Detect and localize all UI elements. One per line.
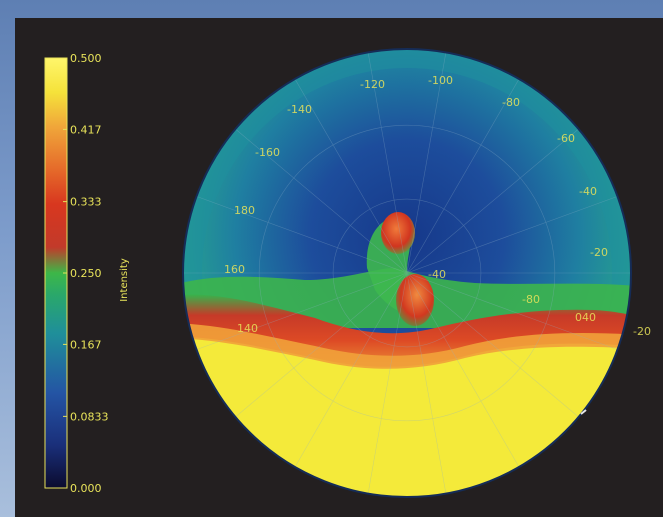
polar-grid-spoke — [196, 272, 408, 350]
polar-angle-label: -40 — [579, 185, 597, 198]
polar-grid-circle — [332, 198, 482, 348]
polar-angle-label: -80 — [522, 293, 540, 306]
colorbar-tick-label: 0.250 — [70, 267, 102, 280]
polar-grid-spoke — [406, 272, 579, 418]
polar-grid-spoke — [406, 78, 520, 274]
colorbar-tick-label: 0.0833 — [70, 410, 109, 423]
polar-heatmap-chart: 0.000 0.0833 0.167 0.250 0.333 0.417 0.500 Int… — [44, 48, 651, 498]
polar-grid-spoke — [406, 272, 520, 468]
colorbar-tick-label: 0.167 — [70, 338, 102, 351]
colorbar-ticks: 0.000 0.0833 0.167 0.250 0.333 0.417 0.500 — [63, 52, 109, 495]
colorbar: 0.000 0.0833 0.167 0.250 0.333 0.417 0.500 Int… — [44, 52, 130, 495]
polar-grid — [183, 52, 631, 494]
polar-angle-label: 040 — [575, 311, 596, 324]
polar-grid-spoke — [235, 128, 408, 274]
polar-grid-spoke — [406, 272, 447, 494]
colorbar-tick-label: 0.417 — [70, 123, 102, 136]
polar-grid-spoke — [406, 128, 579, 274]
polar-grid-spoke — [367, 52, 408, 274]
colorbar-tick-label: 0.500 — [70, 52, 102, 65]
colorbar-tick-label: 0.333 — [70, 196, 102, 209]
polar-angle-label: -140 — [287, 103, 312, 116]
chart-frame: 0.000 0.0833 0.167 0.250 0.333 0.417 0.500 Int… — [15, 18, 663, 517]
polar-angle-label: -80 — [502, 96, 520, 109]
polar-grid-spoke — [406, 52, 447, 274]
orange-transition — [183, 323, 631, 369]
polar-grid-spoke — [196, 196, 408, 274]
polar-angle-label: -20 — [590, 246, 608, 259]
polar-grid-circle — [258, 124, 556, 422]
polar-angle-label: -60 — [557, 132, 575, 145]
colorbar-label: Intensity — [119, 258, 130, 302]
polar-disk — [183, 49, 631, 497]
polar-angle-label: 160 — [224, 263, 245, 276]
polar-grid-spoke — [406, 196, 618, 274]
colorbar-gradient — [45, 58, 67, 488]
polar-angle-label: -40 — [428, 268, 446, 281]
polar-angle-label: -20 — [633, 325, 651, 338]
polar-angle-label: 180 — [234, 204, 255, 217]
polar-grid-spoke — [367, 272, 408, 494]
polar-grid-spoke — [294, 272, 408, 468]
polar-grid-spoke — [294, 78, 408, 274]
polar-labels: -120 -100 -140 -80 -160 -60 180 -40 160 -20 -80 040… — [224, 74, 651, 338]
polar-grid-spoke — [235, 272, 408, 418]
colorbar-tick-label: 0.000 — [70, 482, 102, 495]
polar-angle-label: -100 — [428, 74, 453, 87]
polar-angle-label: 140 — [237, 322, 258, 335]
polar-angle-label: -120 — [360, 78, 385, 91]
plume-blob-upper — [381, 212, 415, 254]
edge-mark — [580, 409, 587, 415]
polar-grid-spoke — [406, 272, 618, 350]
disk-outline — [182, 48, 632, 498]
plume-blob-lower — [396, 274, 434, 326]
polar-angle-label: -160 — [255, 146, 280, 159]
